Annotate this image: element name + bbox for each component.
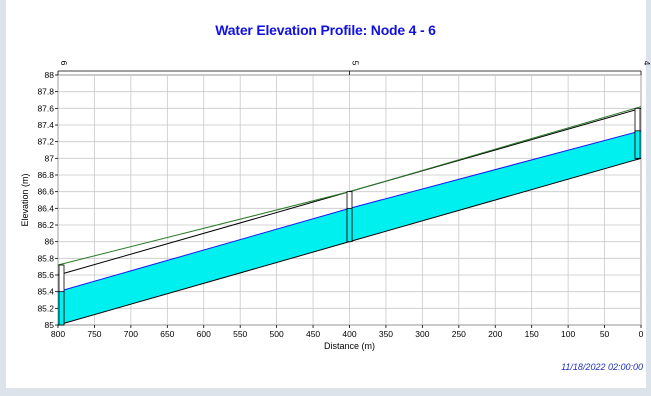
x-tick-label: 800 xyxy=(51,329,65,339)
x-tick-label: 200 xyxy=(488,329,502,339)
y-tick-label: 87.4 xyxy=(37,120,54,130)
y-tick-label: 86.4 xyxy=(37,203,54,213)
x-tick-label: 750 xyxy=(87,329,101,339)
y-tick-label: 85.2 xyxy=(37,303,54,313)
y-tick-label: 86 xyxy=(45,237,55,247)
y-axis-title: Elevation (m) xyxy=(20,173,30,226)
node-label: 5 xyxy=(351,61,361,66)
x-tick-label: 150 xyxy=(525,329,539,339)
y-tick-label: 86.6 xyxy=(37,187,54,197)
y-tick-label: 85.4 xyxy=(37,287,54,297)
x-tick-label: 350 xyxy=(379,329,393,339)
y-tick-label: 87.8 xyxy=(37,87,54,97)
node-water-fill xyxy=(58,291,65,326)
y-tick-label: 85.8 xyxy=(37,253,54,263)
chart-title: Water Elevation Profile: Node 4 - 6 xyxy=(215,22,436,38)
water-surface-line xyxy=(57,207,350,293)
y-tick-label: 85 xyxy=(45,320,55,330)
x-tick-label: 450 xyxy=(306,329,320,339)
x-tick-label: 400 xyxy=(342,329,356,339)
node-water-fill xyxy=(634,130,641,159)
y-tick-label: 88 xyxy=(45,70,55,80)
y-tick-label: 86.8 xyxy=(37,170,54,180)
node-label: 4 xyxy=(642,61,651,66)
pipe-invert-line xyxy=(349,157,642,243)
x-tick-label: 250 xyxy=(452,329,466,339)
y-tick-label: 87.6 xyxy=(37,103,54,113)
x-tick-label: 100 xyxy=(561,329,575,339)
x-tick-label: 300 xyxy=(415,329,429,339)
water-fill xyxy=(349,130,641,242)
x-tick-label: 600 xyxy=(197,329,211,339)
water-surface-line xyxy=(349,130,642,209)
pipe-invert-line xyxy=(57,241,350,326)
water-fill xyxy=(58,208,350,325)
node-label: 6 xyxy=(59,61,69,66)
pipe-crown-line xyxy=(57,191,350,276)
x-tick-label: 0 xyxy=(639,329,644,339)
y-tick-label: 85.6 xyxy=(37,270,54,280)
x-tick-label: 500 xyxy=(270,329,284,339)
x-tick-label: 650 xyxy=(160,329,174,339)
window-right-border xyxy=(646,0,651,396)
ground-line xyxy=(349,106,642,193)
y-tick-label: 86.2 xyxy=(37,220,54,230)
y-tick-label: 87.2 xyxy=(37,137,54,147)
timestamp: 11/18/2022 02:00:00 xyxy=(561,362,643,372)
node-water-fill xyxy=(346,207,353,243)
x-axis-title: Distance (m) xyxy=(324,341,375,351)
y-tick-label: 87 xyxy=(45,153,55,163)
window-left-border xyxy=(0,0,6,396)
ground-line xyxy=(57,191,350,266)
x-tick-label: 700 xyxy=(124,329,138,339)
x-tick-label: 50 xyxy=(600,329,610,339)
window-bottom-border xyxy=(0,388,651,396)
x-tick-label: 550 xyxy=(233,329,247,339)
